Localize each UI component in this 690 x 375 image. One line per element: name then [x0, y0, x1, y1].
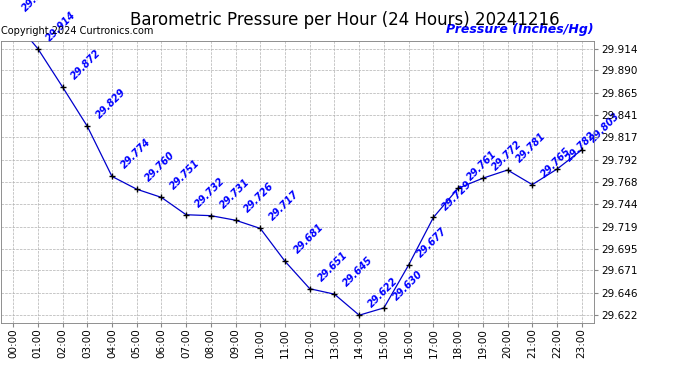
Text: 29.781: 29.781	[515, 131, 548, 165]
Text: 29.731: 29.731	[218, 177, 251, 210]
Text: 29.717: 29.717	[267, 189, 301, 223]
Text: 29.751: 29.751	[168, 158, 202, 192]
Text: 29.681: 29.681	[292, 222, 326, 256]
Text: 29.772: 29.772	[490, 139, 523, 172]
Text: 29.761: 29.761	[465, 149, 499, 183]
Text: 29.765: 29.765	[539, 146, 573, 179]
Text: 29.872: 29.872	[70, 48, 103, 81]
Text: 29.622: 29.622	[366, 276, 400, 310]
Text: 29.677: 29.677	[415, 226, 449, 260]
Text: 29.630: 29.630	[391, 269, 424, 302]
Text: 29.782: 29.782	[564, 130, 598, 164]
Text: 29.829: 29.829	[94, 87, 128, 121]
Text: 29.774: 29.774	[119, 137, 152, 171]
Text: Barometric Pressure per Hour (24 Hours) 20241216: Barometric Pressure per Hour (24 Hours) …	[130, 11, 560, 29]
Text: 29.803: 29.803	[589, 111, 622, 144]
Text: 29.732: 29.732	[193, 176, 226, 209]
Text: Copyright 2024 Curtronics.com: Copyright 2024 Curtronics.com	[1, 26, 153, 36]
Text: 29.651: 29.651	[317, 250, 351, 283]
Text: 29.726: 29.726	[242, 181, 276, 214]
Text: 29.729: 29.729	[440, 178, 474, 212]
Text: 29.645: 29.645	[342, 255, 375, 289]
Text: 29.914: 29.914	[45, 9, 78, 43]
Text: Pressure (Inches/Hg): Pressure (Inches/Hg)	[446, 22, 594, 36]
Text: 29.946: 29.946	[20, 0, 54, 14]
Text: 29.760: 29.760	[144, 150, 177, 184]
